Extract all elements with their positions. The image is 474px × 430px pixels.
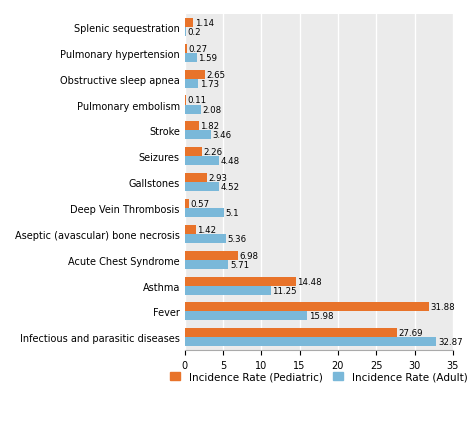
Bar [185, 71, 205, 80]
Bar [185, 338, 437, 347]
Bar [185, 28, 186, 37]
Bar [185, 105, 201, 114]
Bar [185, 312, 307, 321]
Bar [185, 54, 197, 63]
Bar [185, 200, 189, 209]
Bar [185, 234, 226, 243]
Text: 0.57: 0.57 [191, 200, 210, 209]
Bar [185, 329, 397, 338]
Text: 1.42: 1.42 [197, 225, 216, 234]
Bar [185, 96, 186, 105]
Bar [185, 157, 219, 166]
Text: 1.82: 1.82 [200, 122, 219, 131]
Text: 0.27: 0.27 [188, 45, 208, 54]
Text: 5.71: 5.71 [230, 260, 249, 269]
Text: 5.1: 5.1 [225, 209, 239, 218]
Bar [185, 251, 238, 260]
Text: 2.08: 2.08 [202, 105, 221, 114]
Bar [185, 303, 429, 312]
Bar [185, 80, 198, 89]
Bar [185, 131, 211, 140]
Legend: Incidence Rate (Pediatric), Incidence Rate (Adult): Incidence Rate (Pediatric), Incidence Ra… [166, 367, 472, 385]
Bar [185, 183, 219, 192]
Text: 5.36: 5.36 [228, 234, 246, 243]
Bar [185, 277, 296, 286]
Text: 11.25: 11.25 [273, 286, 297, 295]
Text: 2.93: 2.93 [209, 174, 228, 183]
Bar [185, 122, 199, 131]
Text: 4.48: 4.48 [220, 157, 240, 166]
Text: 27.69: 27.69 [398, 329, 423, 338]
Text: 31.88: 31.88 [430, 303, 455, 312]
Text: 2.65: 2.65 [207, 71, 226, 80]
Bar [185, 45, 187, 54]
Bar [185, 209, 224, 218]
Bar [185, 286, 271, 295]
Text: 14.48: 14.48 [297, 277, 322, 286]
Bar [185, 148, 202, 157]
Text: 15.98: 15.98 [309, 312, 333, 321]
Bar [185, 260, 228, 269]
Text: 32.87: 32.87 [438, 338, 463, 347]
Text: 0.11: 0.11 [187, 96, 206, 105]
Text: 2.26: 2.26 [203, 148, 223, 157]
Bar [185, 174, 207, 183]
Bar [185, 225, 196, 234]
Text: 1.73: 1.73 [200, 80, 219, 89]
Text: 3.46: 3.46 [213, 131, 232, 140]
Text: 1.14: 1.14 [195, 19, 214, 28]
Text: 0.2: 0.2 [188, 28, 201, 37]
Bar [185, 19, 193, 28]
Text: 1.59: 1.59 [199, 54, 218, 63]
Text: 4.52: 4.52 [221, 183, 240, 192]
Text: 6.98: 6.98 [240, 251, 259, 260]
